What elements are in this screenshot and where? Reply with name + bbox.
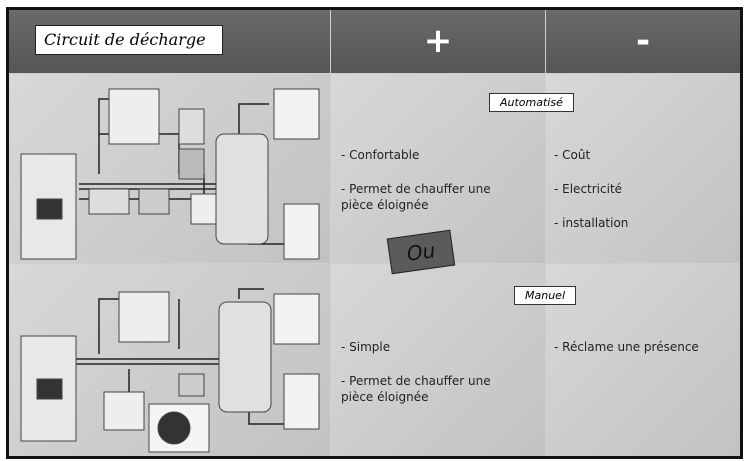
controller xyxy=(190,193,217,225)
valve xyxy=(178,148,205,180)
con-item: - Electricité xyxy=(554,182,623,196)
con-item: - Coût xyxy=(554,148,591,162)
radiator xyxy=(118,291,170,343)
cons-list: - Réclame une présence xyxy=(554,339,734,373)
cell xyxy=(331,264,545,456)
pro-item: - Confortable xyxy=(341,148,420,162)
shower xyxy=(273,88,320,140)
row-label: Automatisé xyxy=(489,93,574,112)
boiler xyxy=(218,301,272,413)
tank xyxy=(88,188,130,215)
radiator xyxy=(108,88,160,145)
header-cell: - xyxy=(546,10,740,73)
stove-door xyxy=(36,198,63,220)
header-cell: + xyxy=(331,10,545,73)
cons-header: - xyxy=(635,21,651,61)
pro-item: - Permet de chauffer une pièce éloignée xyxy=(341,182,491,212)
tap xyxy=(283,373,320,430)
pro-item: - Simple xyxy=(341,340,391,354)
cons-list: - Coût - Electricité - installation xyxy=(554,147,734,249)
stove-door xyxy=(36,378,63,400)
pros-header: + xyxy=(423,21,453,61)
pros-list: - Confortable - Permet de chauffer une p… xyxy=(341,147,521,231)
pros-list: - Simple - Permet de chauffer une pièce … xyxy=(341,339,521,423)
cell xyxy=(546,264,740,456)
con-item: - Réclame une présence xyxy=(554,340,699,354)
tap xyxy=(283,203,320,260)
pump xyxy=(178,108,205,145)
valve xyxy=(103,391,145,431)
pro-item: - Permet de chauffer une pièce éloignée xyxy=(341,374,491,404)
illustrations xyxy=(20,88,320,453)
table: + - Circuit de décharge Automatisé xyxy=(6,7,743,459)
row-label: Manuel xyxy=(514,286,576,305)
title: Circuit de décharge xyxy=(35,25,223,55)
con-item: - installation xyxy=(554,216,629,230)
cell xyxy=(546,74,740,263)
valve xyxy=(178,373,205,397)
shower xyxy=(273,293,320,345)
fan-mouth xyxy=(157,411,191,445)
boiler xyxy=(215,133,269,245)
stove xyxy=(20,335,77,442)
valve xyxy=(138,188,170,215)
